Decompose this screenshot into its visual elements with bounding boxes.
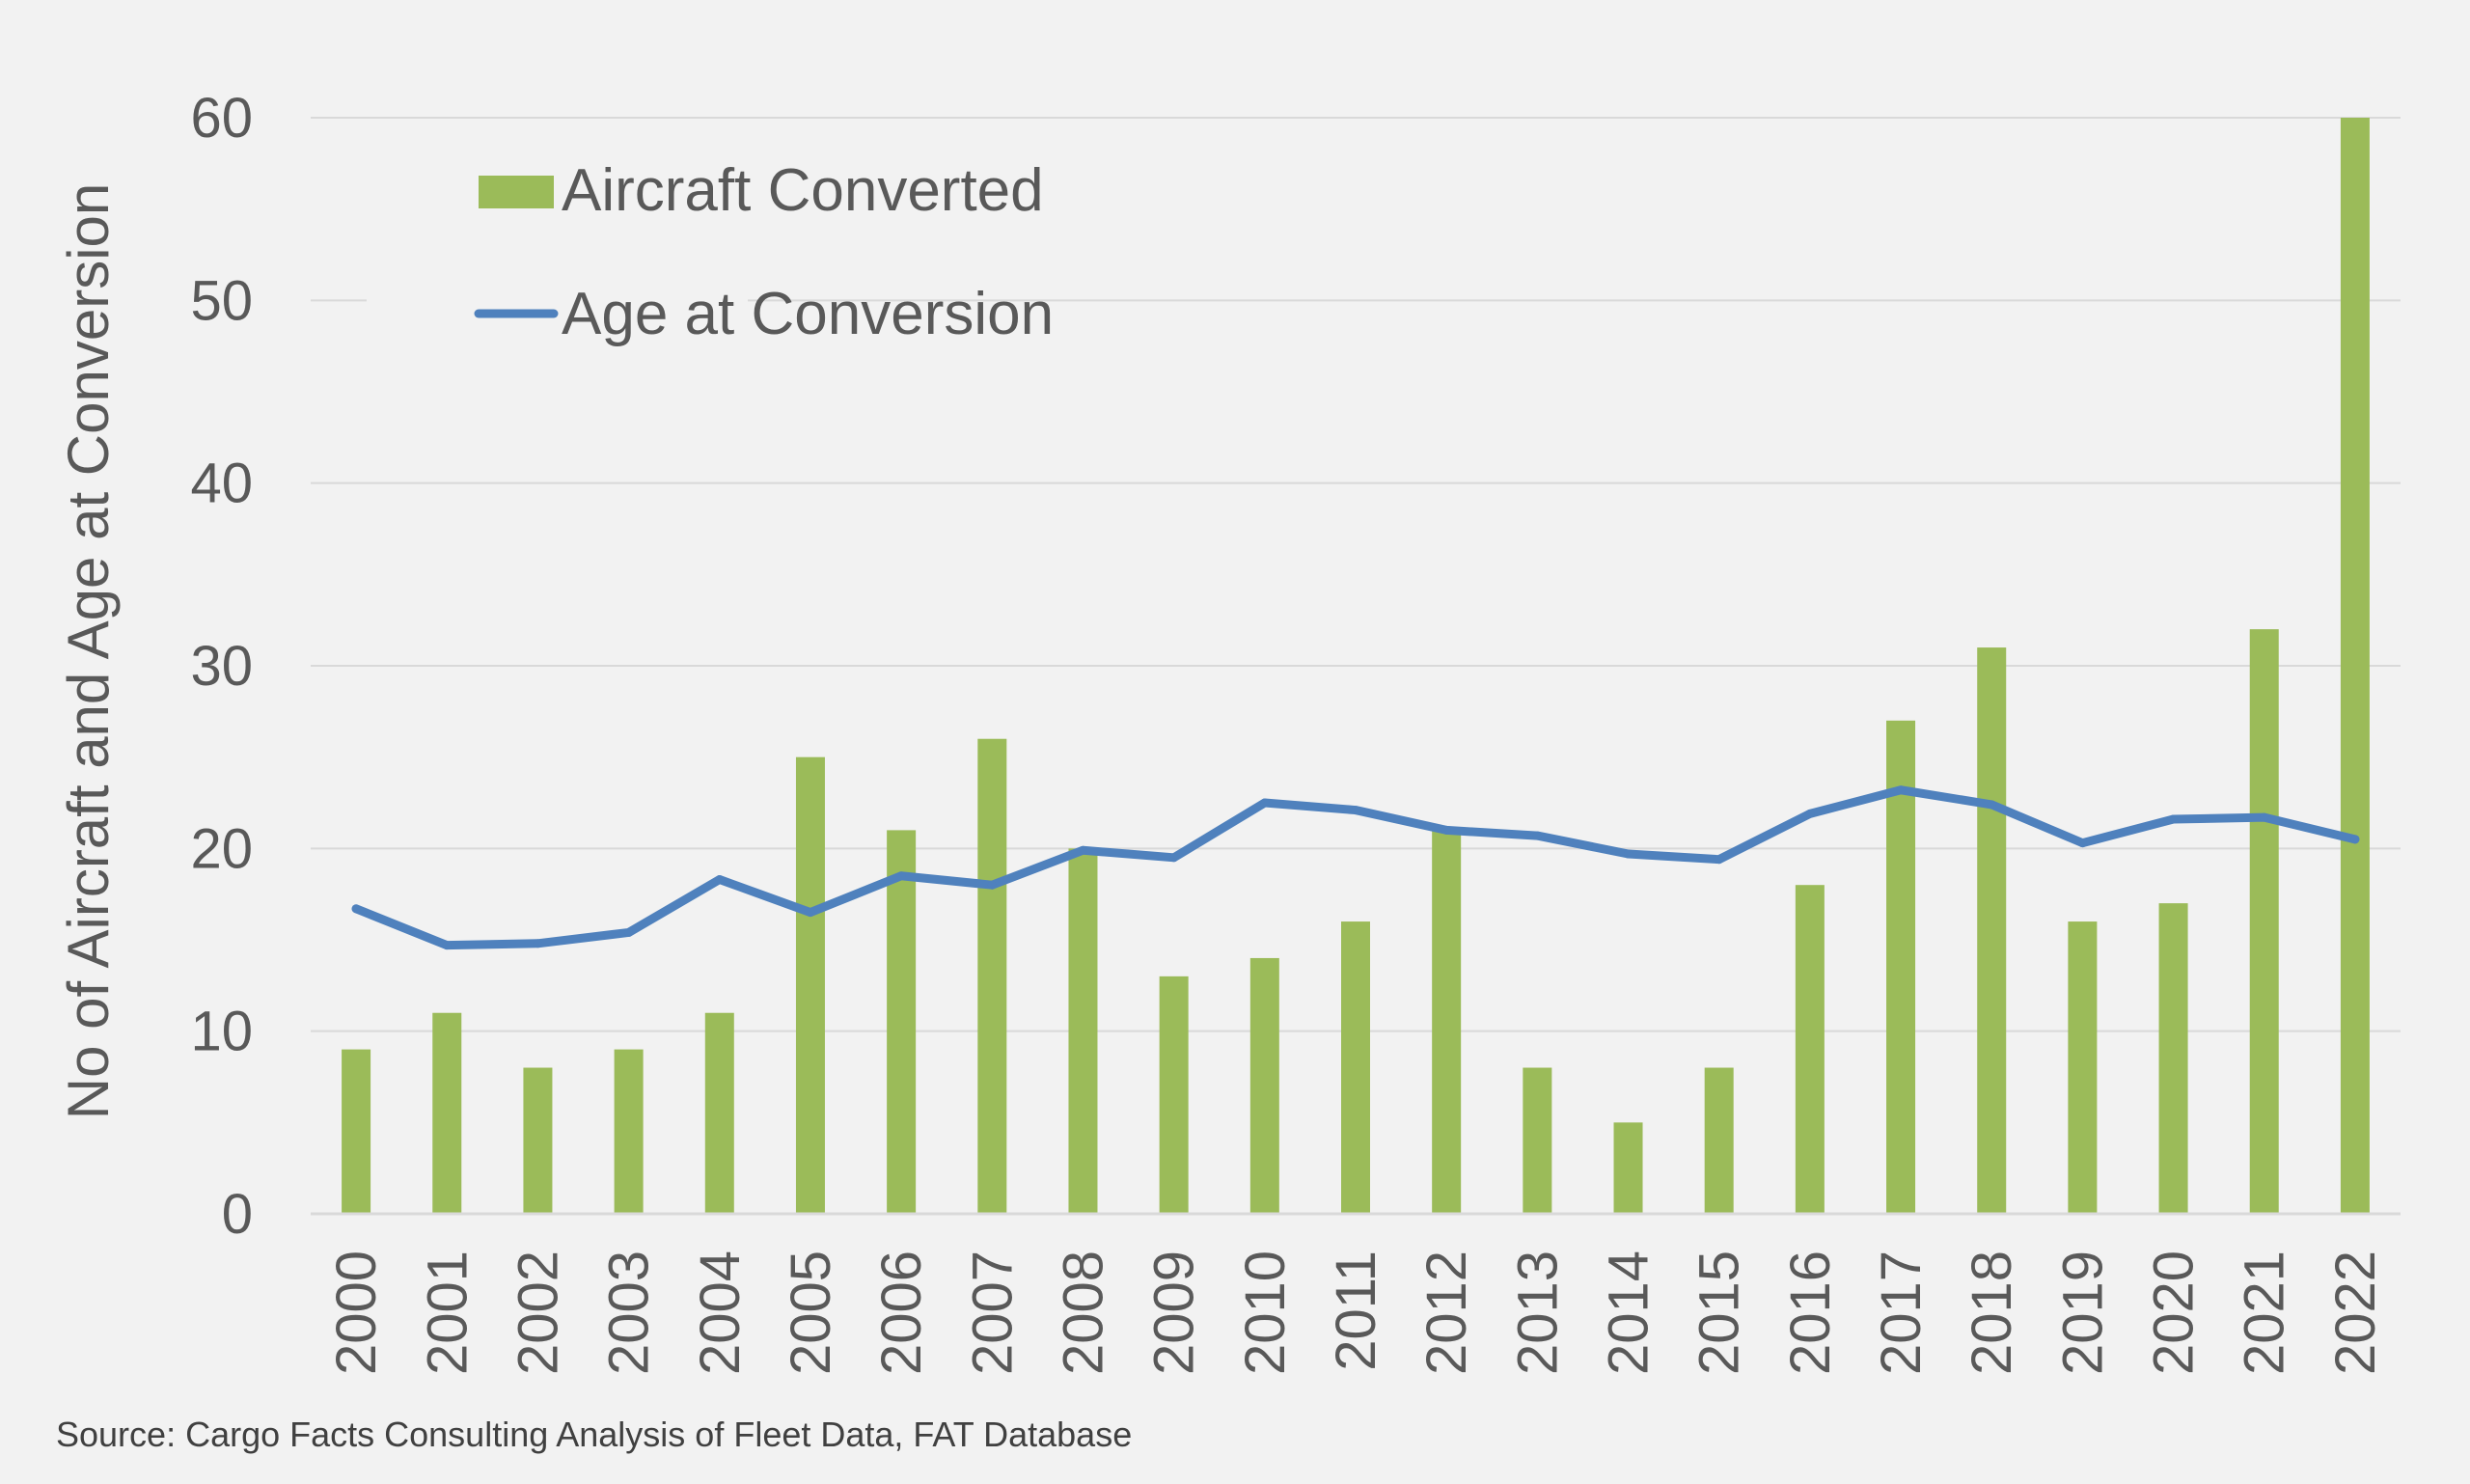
- age-point-2013: [1532, 831, 1542, 840]
- age-point-2008: [1078, 845, 1087, 855]
- bar-2007: [977, 738, 1007, 1214]
- age-point-2022: [2350, 835, 2360, 844]
- age-point-2003: [624, 927, 634, 937]
- x-tick-label: 2004: [689, 1250, 752, 1375]
- bar-2020: [2158, 903, 2188, 1214]
- age-point-2005: [806, 908, 815, 918]
- x-tick-label: 2008: [1052, 1250, 1114, 1375]
- y-tick-label: 0: [222, 1183, 253, 1246]
- x-tick-label: 2000: [325, 1250, 388, 1375]
- legend-background: [367, 169, 748, 333]
- x-tick-label: 2018: [1961, 1250, 2023, 1375]
- line-series-age-at-conversion: [351, 785, 2360, 950]
- age-point-2014: [1624, 849, 1633, 859]
- x-tick-label: 2010: [1234, 1250, 1297, 1375]
- age-point-2001: [442, 941, 452, 950]
- bar-2005: [795, 756, 825, 1214]
- x-tick-label: 2013: [1506, 1250, 1569, 1375]
- legend: Aircraft Converted Age at Conversion: [367, 157, 1054, 347]
- x-tick-label: 2017: [1870, 1250, 1933, 1375]
- bar-2011: [1341, 921, 1370, 1214]
- y-axis-title: No of Aircraft and Age at Conversion: [56, 183, 121, 1120]
- bar-2001: [432, 1012, 462, 1214]
- bar-2009: [1159, 976, 1189, 1214]
- x-tick-label: 2011: [1325, 1250, 1387, 1371]
- legend-label-age-at-conversion: Age at Conversion: [562, 281, 1054, 347]
- age-point-2006: [896, 871, 906, 881]
- age-point-2012: [1441, 825, 1451, 835]
- x-tick-label: 2006: [870, 1250, 933, 1375]
- age-point-2004: [715, 875, 725, 885]
- y-tick-label: 10: [190, 1001, 253, 1063]
- y-tick-label: 60: [190, 87, 253, 150]
- bar-2016: [1795, 885, 1825, 1214]
- bar-2013: [1523, 1067, 1552, 1214]
- age-point-2007: [987, 880, 997, 890]
- legend-label-aircraft-converted: Aircraft Converted: [562, 157, 1044, 224]
- bar-2019: [2068, 921, 2098, 1214]
- x-tick-label: 2001: [416, 1250, 479, 1375]
- bar-2014: [1613, 1122, 1643, 1214]
- x-tick-label: 2002: [507, 1250, 569, 1375]
- bar-2006: [887, 830, 917, 1214]
- age-point-2010: [1260, 798, 1270, 808]
- age-point-2016: [1805, 809, 1815, 818]
- x-tick-label: 2021: [2234, 1250, 2296, 1375]
- y-tick-label: 30: [190, 635, 253, 698]
- x-tick-label: 2014: [1598, 1250, 1660, 1375]
- bar-2015: [1704, 1067, 1734, 1214]
- age-point-2000: [351, 904, 361, 914]
- bar-series-aircraft-converted: [342, 118, 2370, 1214]
- x-tick-label: 2007: [961, 1250, 1024, 1375]
- y-tick-label: 20: [190, 817, 253, 880]
- bar-2004: [704, 1012, 734, 1214]
- y-tick-label: 40: [190, 453, 253, 515]
- x-tick-label: 2016: [1779, 1250, 1842, 1375]
- age-point-2009: [1169, 853, 1179, 863]
- bar-2022: [2340, 118, 2370, 1214]
- legend-swatch-aircraft-converted: [479, 176, 554, 208]
- age-point-2019: [2077, 838, 2087, 848]
- bar-2018: [1977, 647, 2007, 1214]
- bar-2017: [1886, 720, 1916, 1214]
- x-axis-ticks: 2000 2001 2002 2003 2004 2005 2006 2007 2008 2009…: [325, 1250, 2387, 1375]
- x-tick-label: 2009: [1143, 1250, 1206, 1375]
- x-tick-label: 2020: [2143, 1250, 2206, 1375]
- age-point-2020: [2169, 814, 2179, 824]
- bar-2012: [1432, 830, 1462, 1214]
- source-note: Source: Cargo Facts Consulting Analysis …: [56, 1415, 1133, 1454]
- x-tick-label: 2003: [598, 1250, 661, 1375]
- bar-2002: [523, 1067, 553, 1214]
- y-axis-ticks: 0 10 20 30 40 50 60: [190, 87, 253, 1246]
- y-tick-label: 50: [190, 269, 253, 332]
- bar-2000: [342, 1049, 371, 1214]
- age-point-2011: [1351, 806, 1360, 815]
- age-point-2002: [533, 939, 542, 948]
- bar-2021: [2249, 629, 2279, 1214]
- x-tick-label: 2022: [2324, 1250, 2387, 1375]
- bar-2008: [1068, 848, 1098, 1214]
- age-point-2015: [1715, 855, 1724, 865]
- x-tick-label: 2019: [2051, 1250, 2114, 1375]
- age-point-2021: [2260, 812, 2269, 822]
- bar-2003: [614, 1049, 644, 1214]
- age-point-2018: [1987, 800, 1996, 810]
- x-tick-label: 2005: [780, 1250, 842, 1375]
- x-tick-label: 2015: [1688, 1250, 1751, 1375]
- bar-2010: [1249, 957, 1279, 1214]
- x-tick-label: 2012: [1415, 1250, 1478, 1375]
- age-point-2017: [1896, 785, 1906, 795]
